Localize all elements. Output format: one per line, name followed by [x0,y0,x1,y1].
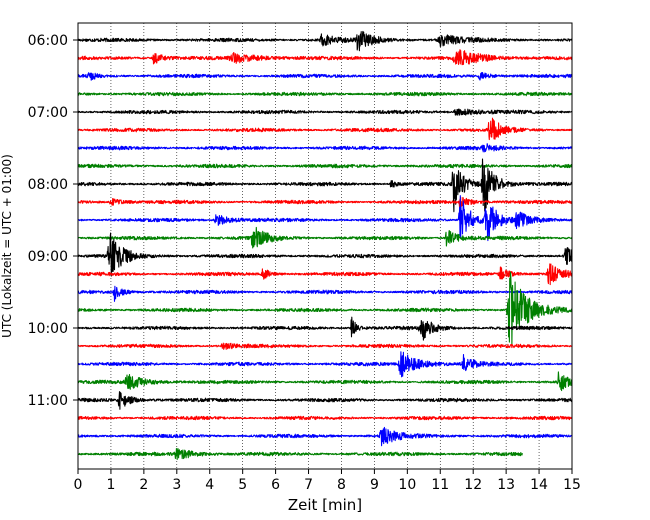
seismic-trace [77,351,573,378]
seismic-trace [77,232,573,277]
x-tick-label: 13 [497,477,515,493]
seismic-trace [77,158,573,213]
y-tick-label: 11:00 [28,393,68,409]
x-tick-label: 15 [563,477,581,493]
seismic-trace [77,91,573,97]
seismic-trace [77,447,524,460]
x-tick-label: 2 [139,477,148,493]
seismic-trace [77,285,573,302]
y-tick-label: 08:00 [28,177,68,193]
seismic-trace [77,196,573,209]
y-axis: 06:00 07:00 08:00 09:00 10:00 11:00 [28,33,78,409]
x-axis: 0 1 2 3 4 5 6 7 8 9 10 11 12 13 14 15 [74,469,581,493]
seismic-trace [77,163,573,169]
seismic-trace [77,117,573,141]
seismic-trace [77,415,573,421]
seismic-trace [77,391,573,410]
y-axis-title: UTC (Lokalzeit = UTC + 01:00) [0,154,14,338]
seismic-trace [77,108,573,116]
seismic-trace [77,342,573,350]
x-tick-label: 9 [370,477,379,493]
plot-frame [77,22,573,470]
seismic-trace [77,143,573,153]
x-tick-label: 12 [464,477,482,493]
y-tick-label: 07:00 [28,105,68,121]
x-axis-title: Zeit [min] [288,496,362,514]
x-tick-label: 7 [304,477,313,493]
y-tick-label: 09:00 [28,249,68,265]
seismic-trace [77,263,573,286]
x-tick-label: 14 [530,477,548,493]
y-tick-label: 06:00 [28,33,68,49]
seismic-trace [77,195,573,242]
seismic-trace [77,30,573,52]
seismic-trace [77,426,573,447]
seismic-trace [77,72,573,81]
x-tick-label: 0 [74,477,83,493]
grid-lines [110,23,540,469]
traces [77,30,573,460]
x-tick-label: 5 [238,477,247,493]
seismic-trace [77,271,573,346]
x-tick-label: 11 [431,477,449,493]
seismic-trace [77,226,573,249]
x-tick-label: 4 [205,477,214,493]
x-tick-label: 6 [271,477,280,493]
seismic-trace [77,49,573,66]
seismic-trace [77,316,573,341]
plot-background [78,23,572,469]
y-tick-label: 10:00 [28,321,68,337]
seismic-trace [77,371,573,392]
x-tick-label: 10 [398,477,416,493]
x-tick-label: 3 [172,477,181,493]
x-tick-label: 1 [106,477,115,493]
x-tick-label: 8 [337,477,346,493]
